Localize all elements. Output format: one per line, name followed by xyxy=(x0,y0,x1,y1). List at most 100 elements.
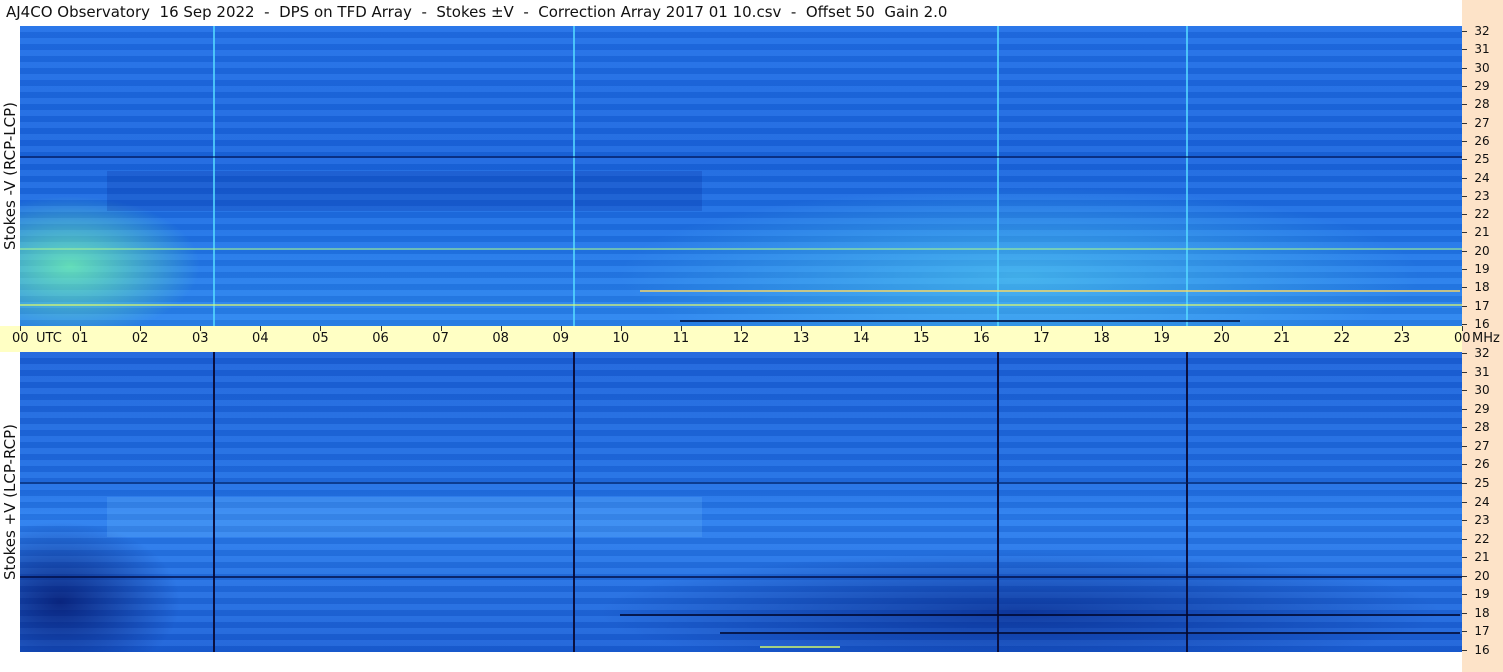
y-tick xyxy=(1462,427,1467,429)
x-tick xyxy=(1221,326,1223,331)
streak xyxy=(20,482,1462,484)
y-tick xyxy=(1462,631,1467,633)
x-tick-label: 11 xyxy=(672,331,690,346)
y-tick-label: 17 xyxy=(1474,298,1490,313)
streak xyxy=(20,304,1462,306)
y-tick xyxy=(1462,575,1467,577)
x-tick xyxy=(140,326,142,331)
y-tick xyxy=(1462,232,1467,234)
streak xyxy=(20,248,1462,250)
y-tick-label: 19 xyxy=(1474,262,1490,277)
y-tick xyxy=(1462,269,1467,271)
x-tick-label: 19 xyxy=(1153,331,1170,346)
y-tick-label: 31 xyxy=(1474,42,1490,57)
x-tick xyxy=(1041,326,1043,331)
streak xyxy=(20,576,1462,578)
x-tick xyxy=(20,326,21,331)
y-tick xyxy=(1462,482,1467,484)
region xyxy=(107,171,702,211)
y-tick-label: 17 xyxy=(1474,624,1490,639)
vertical-line xyxy=(573,26,575,326)
y-tick-label: 30 xyxy=(1474,60,1490,75)
y-tick-label: 16 xyxy=(1474,317,1490,331)
y-tick xyxy=(1462,445,1467,447)
x-tick xyxy=(1401,326,1403,331)
y-tick-label: 23 xyxy=(1474,188,1490,203)
x-tick-label: 17 xyxy=(1033,331,1050,346)
y-tick-label: 21 xyxy=(1474,225,1490,240)
y-tick xyxy=(1462,520,1467,522)
x-tick xyxy=(80,326,82,331)
y-tick xyxy=(1462,177,1467,179)
y-tick-label: 18 xyxy=(1474,605,1490,620)
spectrogram-bottom xyxy=(20,352,1462,652)
y-tick-label: 32 xyxy=(1474,346,1490,360)
y-tick xyxy=(1462,324,1467,325)
streak xyxy=(640,290,1460,292)
y-tick xyxy=(1462,140,1467,142)
vertical-line xyxy=(213,352,215,652)
y-tick xyxy=(1462,371,1467,373)
vertical-line xyxy=(1186,26,1188,326)
y-tick-label: 19 xyxy=(1474,587,1490,602)
x-tick-label: 01 xyxy=(71,331,89,346)
y-tick xyxy=(1462,67,1467,69)
x-tick xyxy=(1341,326,1343,331)
y-tick-label: 28 xyxy=(1474,97,1490,112)
y-tick xyxy=(1462,408,1467,410)
x-unit: UTC xyxy=(36,331,62,346)
streak xyxy=(680,320,1240,322)
streak xyxy=(20,156,1462,158)
spectrogram-top xyxy=(20,26,1462,326)
x-tick-label: 13 xyxy=(792,331,810,346)
x-tick-label: 20 xyxy=(1213,331,1230,346)
x-tick-label: 02 xyxy=(131,331,149,346)
y-tick-label: 30 xyxy=(1474,383,1490,398)
x-tick xyxy=(981,326,983,331)
y-tick xyxy=(1462,464,1467,466)
x-tick-label: 18 xyxy=(1093,331,1110,346)
region xyxy=(107,497,702,537)
y-tick-label: 29 xyxy=(1474,401,1490,416)
y-tick xyxy=(1462,612,1467,614)
x-tick xyxy=(380,326,382,331)
y-tick-label: 20 xyxy=(1474,243,1490,258)
x-tick-label: 14 xyxy=(852,331,870,346)
x-tick-label: 22 xyxy=(1333,331,1351,346)
y-tick-label: 27 xyxy=(1474,438,1490,453)
x-tick-label: 06 xyxy=(372,331,389,346)
x-tick xyxy=(260,326,262,331)
x-tick-label: 12 xyxy=(732,331,750,346)
x-tick-label: 09 xyxy=(552,331,570,346)
y-tick-label: 21 xyxy=(1474,550,1490,565)
y-tick-label: 25 xyxy=(1474,475,1490,490)
time-axis-band xyxy=(0,326,1462,352)
vertical-line xyxy=(1186,352,1188,652)
y-tick xyxy=(1462,501,1467,503)
x-tick-label: 03 xyxy=(191,331,209,346)
y-tick xyxy=(1462,353,1467,354)
y-tick-label: 24 xyxy=(1474,170,1490,185)
streak xyxy=(760,646,840,648)
y-tick-label: 32 xyxy=(1474,24,1490,38)
y-tick xyxy=(1462,250,1467,252)
title: AJ4CO Observatory 16 Sep 2022 - DPS on T… xyxy=(6,3,948,21)
y-tick-label: 27 xyxy=(1474,115,1490,130)
y-tick xyxy=(1462,594,1467,596)
x-tick-label: 16 xyxy=(973,331,990,346)
x-tick xyxy=(921,326,923,331)
x-tick-label: 15 xyxy=(912,331,930,346)
x-tick-label: 05 xyxy=(312,331,329,346)
vertical-line xyxy=(573,352,575,652)
y-tick xyxy=(1462,650,1467,651)
y-tick xyxy=(1462,214,1467,216)
x-tick-label: 07 xyxy=(432,331,449,346)
y-tick-label: 20 xyxy=(1474,568,1490,583)
x-tick xyxy=(320,326,322,331)
y-tick-label: 26 xyxy=(1474,457,1490,472)
y-tick-label: 29 xyxy=(1474,78,1490,93)
y-tick-label: 26 xyxy=(1474,133,1490,148)
y-tick xyxy=(1462,195,1467,197)
y-tick xyxy=(1462,557,1467,559)
